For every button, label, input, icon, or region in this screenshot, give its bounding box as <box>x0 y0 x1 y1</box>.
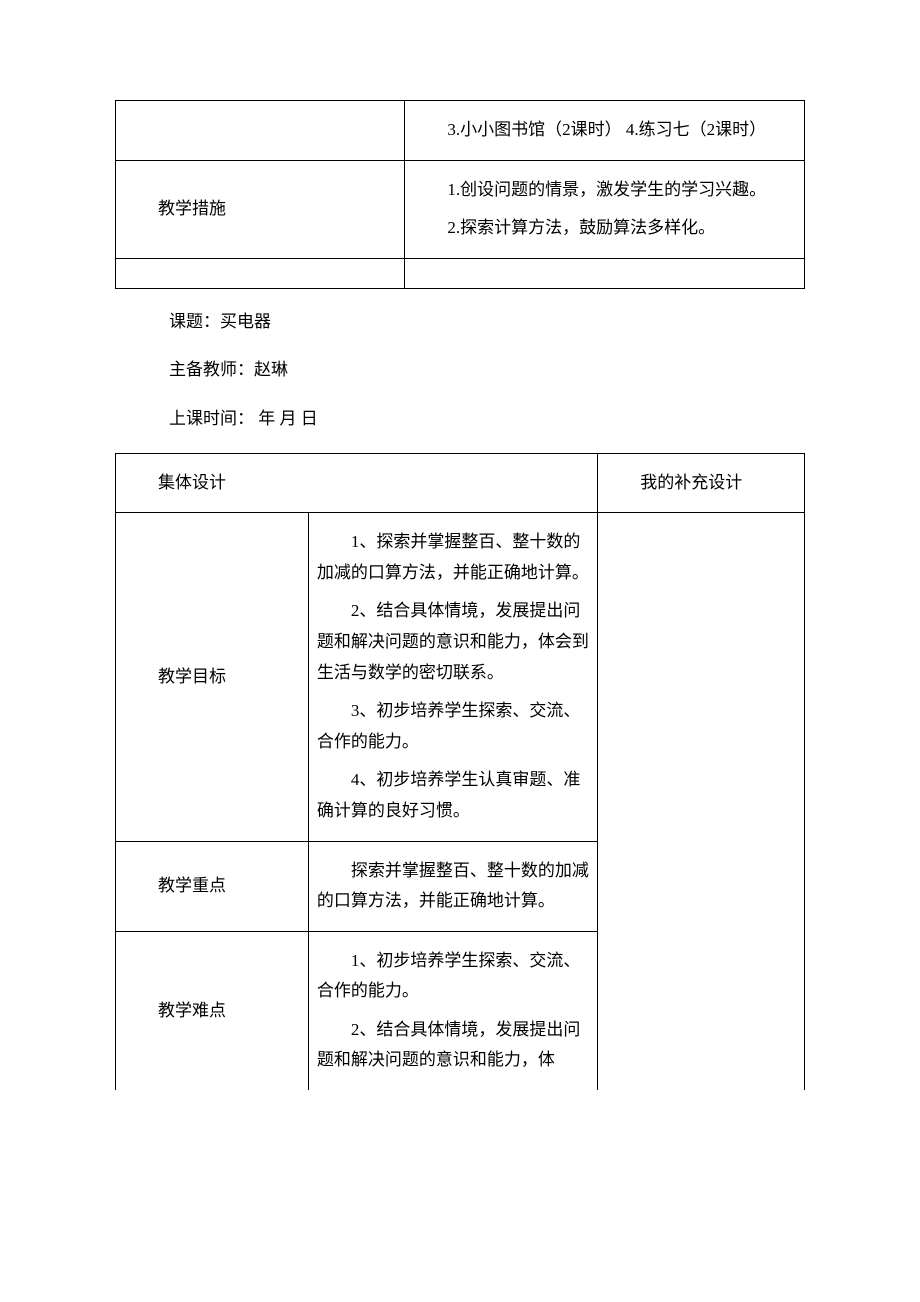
header-text: 集体设计 <box>124 464 589 503</box>
teacher-line: 主备教师：赵琳 <box>135 355 805 386</box>
paragraph: 1、探索并掌握整百、整十数的加减的口算方法，并能正确地计算。 <box>317 523 589 592</box>
table-row: 教学措施 1.创设问题的情景，激发学生的学习兴趣。 2.探索计算方法，鼓励算法多… <box>116 160 805 258</box>
paragraph: 2.探索计算方法，鼓励算法多样化。 <box>413 209 796 248</box>
table-row: 3.小小图书馆（2课时） 4.练习七（2课时） <box>116 101 805 161</box>
table-row: 教学目标 1、探索并掌握整百、整十数的加减的口算方法，并能正确地计算。 2、结合… <box>116 513 805 841</box>
cell-content: 探索并掌握整百、整十数的加减的口算方法，并能正确地计算。 <box>308 841 597 931</box>
cell-label: 教学目标 <box>116 513 309 841</box>
label-text: 教学重点 <box>124 867 300 906</box>
cell-label: 教学重点 <box>116 841 309 931</box>
document-page: 3.小小图书馆（2课时） 4.练习七（2课时） 教学措施 1.创设问题的情景，激… <box>0 0 920 1130</box>
paragraph: 2、结合具体情境，发展提出问题和解决问题的意识和能力，体会到生活与数学的密切联系… <box>317 592 589 692</box>
table-top: 3.小小图书馆（2课时） 4.练习七（2课时） 教学措施 1.创设问题的情景，激… <box>115 100 805 289</box>
paragraph: 3.小小图书馆（2课时） 4.练习七（2课时） <box>413 111 796 150</box>
topic-line: 课题：买电器 <box>135 307 805 338</box>
time-line: 上课时间： 年 月 日 <box>135 404 805 435</box>
table-row-header: 集体设计 我的补充设计 <box>116 453 805 513</box>
cell-content: 1、探索并掌握整百、整十数的加减的口算方法，并能正确地计算。 2、结合具体情境，… <box>308 513 597 841</box>
table-lesson-plan: 集体设计 我的补充设计 教学目标 1、探索并掌握整百、整十数的加减的口算方法，并… <box>115 453 805 1091</box>
table-row-empty <box>116 258 805 288</box>
header-text: 我的补充设计 <box>606 464 796 503</box>
cell-content: 1、初步培养学生探索、交流、合作的能力。 2、结合具体情境，发展提出问题和解决问… <box>308 931 597 1090</box>
cell-content: 1.创设问题的情景，激发学生的学习兴趣。 2.探索计算方法，鼓励算法多样化。 <box>405 160 805 258</box>
paragraph: 探索并掌握整百、整十数的加减的口算方法，并能正确地计算。 <box>317 852 589 921</box>
paragraph: 3、初步培养学生探索、交流、合作的能力。 <box>317 692 589 761</box>
paragraph: 1.创设问题的情景，激发学生的学习兴趣。 <box>413 171 796 210</box>
paragraph: 4、初步培养学生认真审题、准确计算的良好习惯。 <box>317 761 589 830</box>
paragraph: 2、结合具体情境，发展提出问题和解决问题的意识和能力，体 <box>317 1011 589 1080</box>
label-text: 教学目标 <box>124 658 300 697</box>
cell-empty <box>116 101 405 161</box>
header-cell-right: 我的补充设计 <box>598 453 805 513</box>
cell-label: 教学难点 <box>116 931 309 1090</box>
label-text: 教学措施 <box>124 190 396 229</box>
paragraph: 1、初步培养学生探索、交流、合作的能力。 <box>317 942 589 1011</box>
cell-content: 3.小小图书馆（2课时） 4.练习七（2课时） <box>405 101 805 161</box>
cell-label: 教学措施 <box>116 160 405 258</box>
label-text: 教学难点 <box>124 992 300 1031</box>
header-cell-left: 集体设计 <box>116 453 598 513</box>
cell-notes <box>598 513 805 1090</box>
cell-empty <box>405 258 805 288</box>
cell-empty <box>116 258 405 288</box>
